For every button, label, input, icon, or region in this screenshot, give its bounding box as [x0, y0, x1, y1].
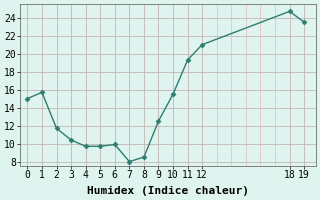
X-axis label: Humidex (Indice chaleur): Humidex (Indice chaleur) [87, 186, 249, 196]
